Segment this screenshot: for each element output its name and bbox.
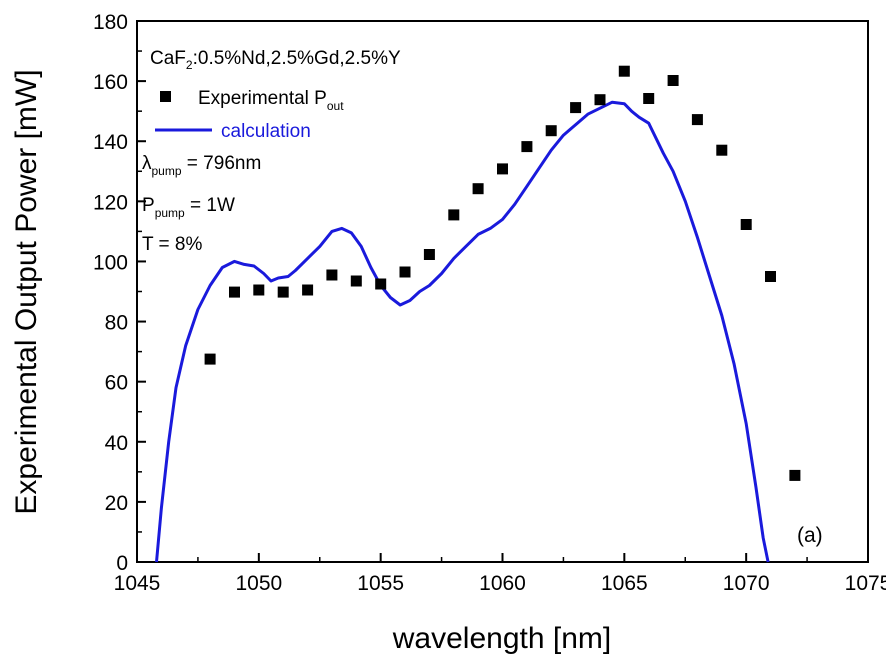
y-tick-label: 160 [93, 71, 128, 94]
data-point [497, 163, 508, 175]
y-tick-label: 40 [105, 432, 128, 455]
y-tick-label: 140 [93, 131, 128, 154]
data-point [204, 353, 216, 365]
x-tick-label: 1055 [357, 572, 404, 595]
y-tick-label: 80 [105, 312, 128, 335]
data-point [253, 284, 265, 296]
x-axis-title: wavelength [nm] [392, 622, 611, 655]
x-tick-label: 1060 [479, 572, 526, 595]
x-tick-label: 1050 [235, 572, 282, 595]
transmission-annotation: T = 8% [142, 234, 202, 255]
data-point [570, 102, 582, 114]
data-point [545, 125, 557, 137]
p-pump-annotation: Ppump = 1W [142, 195, 235, 220]
annotation-block: CaF2:0.5%Nd,2.5%Gd,2.5%Y Experimental Po… [142, 48, 401, 255]
legend-label-calculation: calculation [221, 121, 311, 142]
data-point [667, 75, 679, 86]
data-point [716, 144, 728, 156]
data-point [326, 269, 338, 281]
legend-marker-square [160, 91, 171, 102]
y-tick-label: 180 [93, 11, 128, 34]
data-point [229, 286, 240, 298]
y-tick-label: 0 [116, 552, 128, 575]
panel-label: (a) [797, 524, 823, 547]
data-point [740, 219, 752, 230]
legend: Experimental Pout calculation [155, 88, 344, 142]
data-point [423, 249, 435, 260]
lambda-pump-annotation: λpump = 796nm [142, 153, 261, 178]
data-point [399, 266, 411, 278]
legend-label-experimental: Experimental Pout [198, 88, 344, 113]
x-tick-label: 1045 [114, 572, 161, 595]
y-axis-title: Experimental Output Power [mW] [10, 69, 43, 514]
experimental-series [204, 65, 801, 481]
x-tick-label: 1075 [845, 572, 886, 595]
x-tick-label: 1065 [601, 572, 648, 595]
y-tick-label: 120 [93, 191, 128, 214]
data-point [643, 93, 655, 104]
data-point [521, 141, 533, 153]
crystal-annotation: CaF2:0.5%Nd,2.5%Gd,2.5%Y [150, 48, 401, 72]
calculation-line [155, 100, 770, 563]
calculation-series [155, 100, 770, 563]
y-tick-label: 100 [93, 251, 128, 274]
y-tick-label: 60 [105, 372, 128, 395]
data-point [472, 183, 484, 195]
data-point [765, 271, 776, 282]
data-point [594, 94, 606, 106]
data-point [302, 284, 314, 296]
x-tick-label: 1070 [723, 572, 770, 595]
data-point [277, 286, 289, 298]
axis-ticks: 1045 1050 1055 1060 1065 1070 1075 0 20 40 60 80 100… [93, 11, 886, 595]
data-point [691, 114, 703, 126]
data-point [618, 65, 630, 77]
data-point [350, 275, 362, 287]
data-point [448, 209, 460, 221]
data-point [375, 278, 387, 290]
data-point [789, 469, 801, 481]
y-tick-label: 20 [105, 492, 128, 515]
